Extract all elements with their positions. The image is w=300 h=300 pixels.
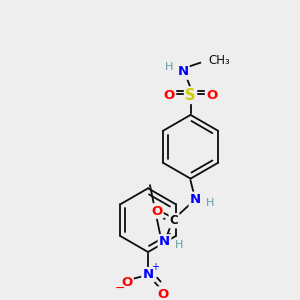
Text: H: H	[206, 198, 214, 208]
Text: N: N	[177, 65, 188, 79]
Text: O: O	[157, 288, 168, 300]
Text: O: O	[206, 89, 218, 102]
Text: O: O	[121, 276, 132, 289]
Text: −: −	[115, 282, 125, 295]
Text: N: N	[142, 268, 154, 281]
Text: O: O	[164, 89, 175, 102]
Text: N: N	[190, 193, 201, 206]
Text: C: C	[170, 214, 178, 227]
Text: N: N	[159, 236, 170, 248]
Text: S: S	[185, 88, 196, 103]
Text: CH₃: CH₃	[208, 54, 230, 67]
Text: H: H	[165, 61, 173, 72]
Text: H: H	[175, 240, 183, 250]
Text: +: +	[151, 262, 159, 272]
Text: O: O	[151, 205, 162, 218]
